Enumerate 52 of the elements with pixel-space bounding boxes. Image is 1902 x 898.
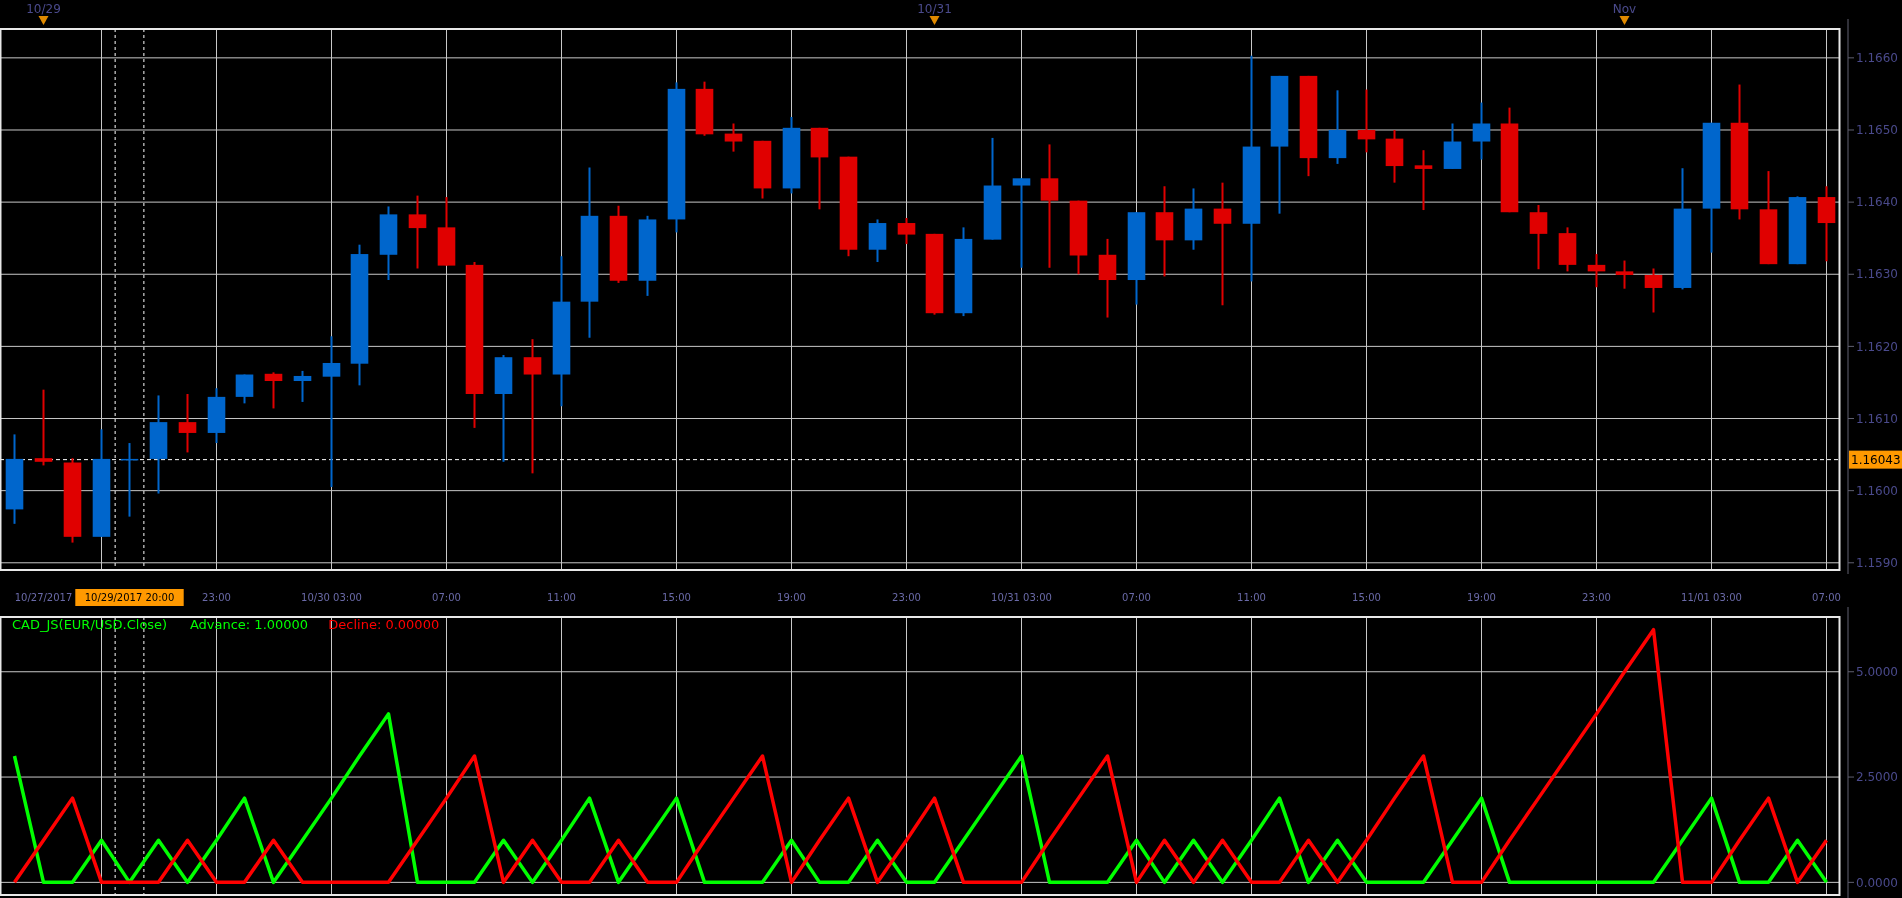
candlestick xyxy=(1213,181,1232,307)
x-tick-label: 23:00 xyxy=(1582,592,1611,603)
x-tick-label: 15:00 xyxy=(1352,592,1381,603)
y-tick-label: 1.1640 xyxy=(1856,195,1898,210)
x-tick-label: 23:00 xyxy=(892,592,921,603)
text: 10/31 xyxy=(917,2,952,16)
x-tick-label: 07:00 xyxy=(432,592,461,603)
candlestick xyxy=(322,335,341,489)
candlestick xyxy=(1357,88,1376,154)
x-tick-label: 07:00 xyxy=(1812,592,1841,603)
y-tick-label: 1.1660 xyxy=(1856,51,1898,66)
ref-line-label: 1.16043 xyxy=(1851,452,1901,467)
y-tick-label: 1.1620 xyxy=(1856,339,1898,354)
y-tick-label: 1.1650 xyxy=(1856,123,1898,138)
y-tick-label: 5.0000 xyxy=(1856,664,1898,679)
y-tick-label: 0.0000 xyxy=(1856,875,1898,890)
x-tick-label: 23:00 xyxy=(202,592,231,603)
candlestick xyxy=(724,122,743,153)
y-tick-label: 1.1600 xyxy=(1856,483,1898,498)
candlestick xyxy=(408,194,427,270)
candlestick xyxy=(1040,143,1059,269)
x-tick-label: 07:00 xyxy=(1122,592,1151,603)
candlestick xyxy=(1472,101,1491,161)
x-tick-label: 11:00 xyxy=(547,592,576,603)
text: Nov xyxy=(1612,2,1637,16)
x-tick-label: 19:00 xyxy=(1467,592,1496,603)
x-tick-label: 15:00 xyxy=(662,592,691,603)
candlestick xyxy=(523,338,542,475)
candlestick xyxy=(1414,149,1433,212)
x-tick-label: 10/27/2017 xyxy=(14,592,73,603)
candlestick xyxy=(34,388,53,467)
y-tick-label: 1.1610 xyxy=(1856,411,1898,426)
line-series xyxy=(12,712,1829,885)
text: 10/29 xyxy=(26,2,61,16)
y-tick-label: 2.5000 xyxy=(1856,770,1898,785)
y-tick-label: 1.1630 xyxy=(1856,267,1898,282)
candlestick xyxy=(178,392,197,454)
candlestick xyxy=(293,369,312,403)
candlestick xyxy=(1012,177,1031,269)
x-tick-label: 11/01 03:00 xyxy=(1681,592,1742,603)
x-tick-label: 10/29/2017 20:00 xyxy=(84,592,175,603)
candlestick xyxy=(1644,267,1663,314)
x-tick-label: 10/30 03:00 xyxy=(301,592,362,603)
x-tick-label: 10/31 03:00 xyxy=(991,592,1052,603)
x-tick-label: 11:00 xyxy=(1237,592,1266,603)
candlestick xyxy=(1615,259,1634,290)
candlestick xyxy=(1529,204,1548,271)
candlestick xyxy=(897,216,916,245)
y-tick-label: 1.1590 xyxy=(1856,555,1898,570)
x-tick-label: 19:00 xyxy=(777,592,806,603)
candlestick xyxy=(264,371,283,410)
candlestick xyxy=(235,373,254,405)
